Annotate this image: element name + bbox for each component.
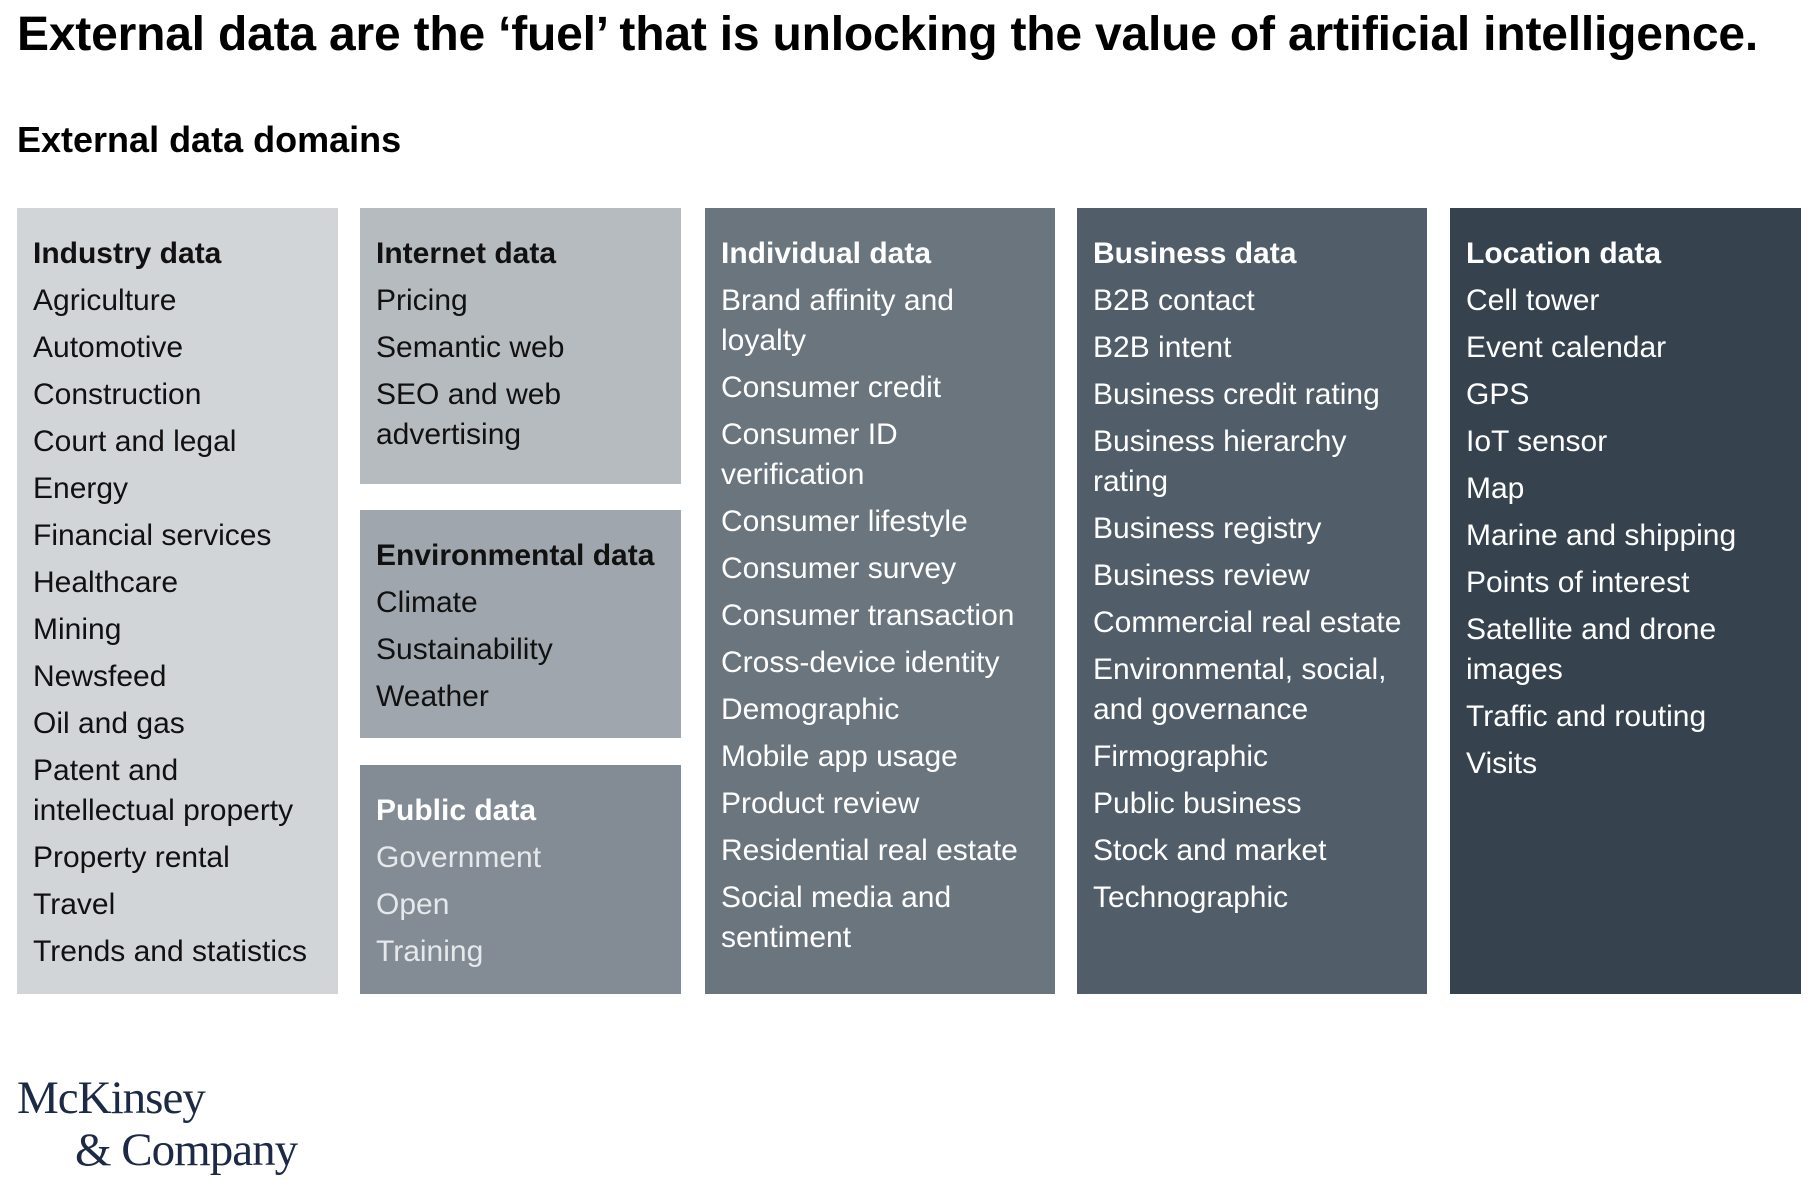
location-data-item: Traffic and routing — [1466, 700, 1707, 733]
individual-data-item: Demographic — [721, 693, 900, 726]
location-data-item: Satellite and drone images — [1466, 613, 1717, 686]
public-data-item: Government — [376, 841, 542, 874]
individual-data-item: Consumer credit — [721, 371, 942, 404]
location-data-item: Map — [1466, 472, 1525, 505]
public-data-item: Training — [376, 935, 484, 968]
location-data-item: Event calendar — [1466, 331, 1667, 364]
internet-data-list: Pricing Semantic web SEO and web advertisi… — [376, 281, 665, 455]
location-data-list: Cell tower Event calendar GPS IoT sensor Map… — [1466, 281, 1785, 784]
industry-data-item: Oil and gas — [33, 707, 185, 740]
location-data-item: Points of interest — [1466, 566, 1690, 599]
business-data-box: Business data B2B contact B2B intent Busin… — [1077, 208, 1427, 994]
individual-data-item: Consumer lifestyle — [721, 505, 968, 538]
individual-data-item: Residential real estate — [721, 834, 1018, 867]
individual-data-item: Consumer transaction — [721, 599, 1015, 632]
industry-data-item: Mining — [33, 613, 122, 646]
individual-data-item: Product review — [721, 787, 920, 820]
individual-data-item: Social media and sentiment — [721, 881, 952, 954]
individual-data-item: Mobile app usage — [721, 740, 958, 773]
headline: External data are the ‘fuel’ that is unl… — [17, 8, 1758, 61]
location-data-item: Marine and shipping — [1466, 519, 1737, 552]
individual-data-item: Consumer ID verification — [721, 418, 898, 491]
internet-data-box: Internet data Pricing Semantic web SEO and… — [360, 208, 681, 484]
industry-data-box: Industry data Agriculture Automotive Const… — [17, 208, 338, 994]
individual-data-item: Brand affinity and loyalty — [721, 284, 954, 357]
environmental-data-box: Environmental data Climate Sustainability… — [360, 510, 681, 738]
public-data-item: Open — [376, 888, 450, 921]
environmental-data-item: Sustainability — [376, 633, 553, 666]
environmental-data-item: Climate — [376, 586, 478, 619]
mckinsey-logo: McKinsey & Company — [17, 1072, 298, 1176]
individual-data-box: Individual data Brand affinity and loyal… — [705, 208, 1055, 994]
environmental-data-list: Climate Sustainability Weather — [376, 583, 665, 717]
location-data-item: IoT sensor — [1466, 425, 1608, 458]
location-data-item: Visits — [1466, 747, 1538, 780]
public-data-box: Public data Government Open Training — [360, 765, 681, 994]
environmental-data-title: Environmental data — [376, 539, 655, 572]
business-data-item: Technographic — [1093, 881, 1289, 914]
location-data-title: Location data — [1466, 237, 1662, 270]
public-data-title: Public data — [376, 794, 537, 827]
business-data-item: Business hierarchy rating — [1093, 425, 1347, 498]
location-data-item: GPS — [1466, 378, 1530, 411]
industry-data-item: Travel — [33, 888, 116, 921]
logo-line-1: McKinsey — [17, 1072, 206, 1124]
industry-data-item: Energy — [33, 472, 129, 505]
internet-data-item: SEO and web advertising — [376, 378, 562, 451]
internet-data-item: Semantic web — [376, 331, 565, 364]
individual-data-item: Cross-device identity — [721, 646, 1000, 679]
business-data-item: Firmographic — [1093, 740, 1269, 773]
business-data-item: Commercial real estate — [1093, 606, 1402, 639]
industry-data-item: Agriculture — [33, 284, 177, 317]
logo-line-2: & Company — [75, 1124, 298, 1176]
industry-data-item: Healthcare — [33, 566, 179, 599]
industry-data-item: Patent and intellectual property — [33, 754, 294, 827]
environmental-data-item: Weather — [376, 680, 489, 713]
industry-data-item: Automotive — [33, 331, 184, 364]
subhead: External data domains — [17, 119, 402, 160]
industry-data-title: Industry data — [33, 237, 222, 270]
internet-data-title: Internet data — [376, 237, 557, 270]
location-data-box: Location data Cell tower Event calendar GP… — [1450, 208, 1801, 994]
industry-data-item: Trends and statistics — [33, 935, 307, 968]
business-data-list: B2B contact B2B intent Business credit rat… — [1093, 281, 1411, 918]
industry-data-item: Court and legal — [33, 425, 237, 458]
individual-data-title: Individual data — [721, 237, 932, 270]
business-data-item: Environmental, social, and governance — [1093, 653, 1387, 726]
industry-data-item: Property rental — [33, 841, 230, 874]
internet-data-item: Pricing — [376, 284, 468, 317]
business-data-title: Business data — [1093, 237, 1297, 270]
business-data-item: Business credit rating — [1093, 378, 1380, 411]
individual-data-item: Consumer survey — [721, 552, 957, 585]
business-data-item: Stock and market — [1093, 834, 1327, 867]
industry-data-item: Financial services — [33, 519, 272, 552]
individual-data-list: Brand affinity and loyalty Consumer credi… — [721, 281, 1039, 958]
business-data-item: B2B intent — [1093, 331, 1232, 364]
business-data-item: Business registry — [1093, 512, 1322, 545]
public-data-list: Government Open Training — [376, 838, 665, 972]
industry-data-list: Agriculture Automotive Construction Court a… — [33, 281, 322, 972]
business-data-item: Public business — [1093, 787, 1302, 820]
industry-data-item: Newsfeed — [33, 660, 167, 693]
industry-data-item: Construction — [33, 378, 202, 411]
business-data-item: B2B contact — [1093, 284, 1255, 317]
location-data-item: Cell tower — [1466, 284, 1600, 317]
business-data-item: Business review — [1093, 559, 1310, 592]
